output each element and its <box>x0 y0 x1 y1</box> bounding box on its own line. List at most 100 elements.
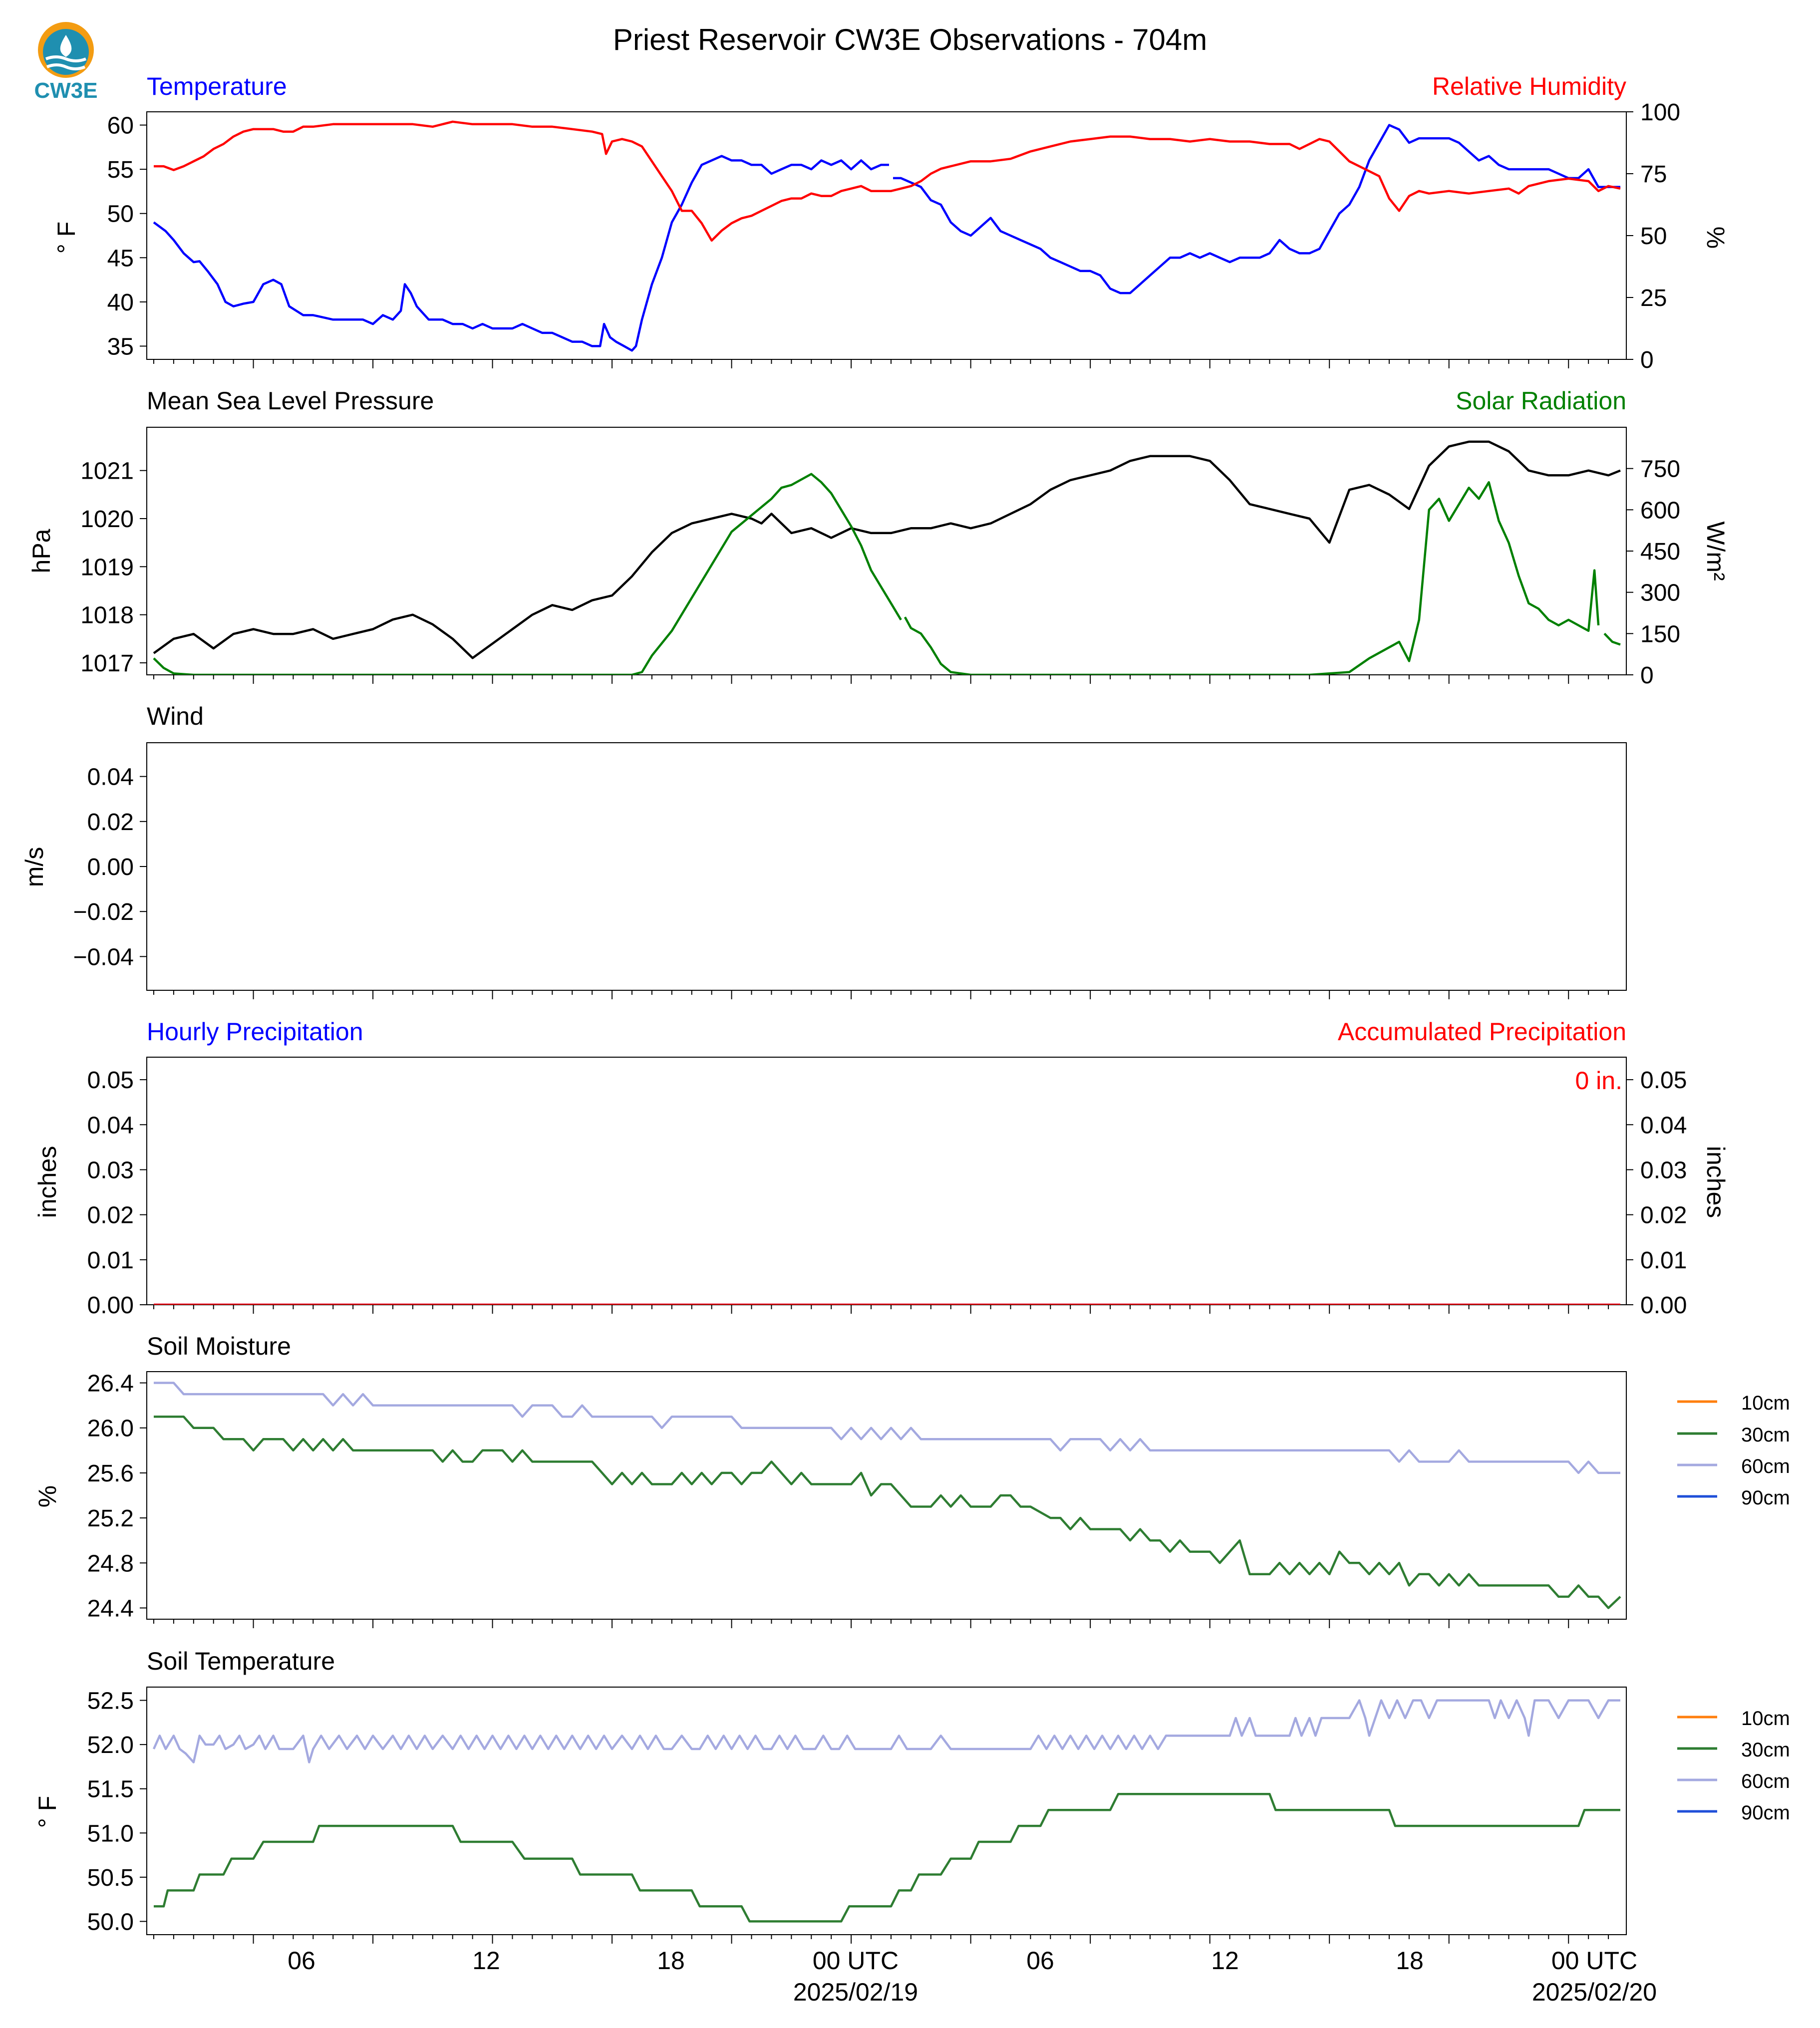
y-tick-label: 0.05 <box>87 1067 134 1094</box>
legend-label-30cm: 30cm <box>1741 1739 1790 1761</box>
legend-label-90cm: 90cm <box>1741 1487 1790 1509</box>
pressure-ylabel: hPa <box>27 529 55 573</box>
precip-right-ylabel: inches <box>1702 1146 1730 1218</box>
x-tick-label: 00 UTC <box>1551 1947 1637 1975</box>
y-tick-label: 0.00 <box>87 1292 134 1319</box>
y-tick-label: 40 <box>107 290 134 316</box>
legend-label-30cm: 30cm <box>1741 1424 1790 1446</box>
y-tick-label: 600 <box>1640 497 1680 524</box>
y-tick-label: 0.03 <box>87 1157 134 1183</box>
solar-panel-title: Solar Radiation <box>1456 387 1626 415</box>
y-tick-label: 450 <box>1640 539 1680 565</box>
series-line-mean-sea-level-pressure <box>153 440 1621 659</box>
soil-moisture-legend: 10cm 30cm 60cm 90cm <box>1677 1392 1790 1509</box>
cw3e-logo: CW3E <box>34 22 98 103</box>
wind-ylabel: m/s <box>20 847 48 887</box>
wind-panel: −0.04 −0.02 0.00 0.02 0.04 <box>73 742 1627 999</box>
y-tick-label: 52.0 <box>87 1732 134 1758</box>
soil-temperature-panel-title: Soil Temperature <box>147 1647 335 1675</box>
accum-precip-annotation: 0 in. <box>1575 1067 1622 1095</box>
y-tick-label: 1020 <box>80 506 134 533</box>
precip-left-ylabel: inches <box>33 1146 61 1218</box>
series-line-solar-radiation <box>153 473 1621 675</box>
y-tick-label: 25.6 <box>87 1460 134 1487</box>
x-tick-label: 18 <box>657 1947 685 1975</box>
y-tick-label: 0.05 <box>1640 1067 1687 1094</box>
x-tick-label: 00 UTC <box>813 1947 899 1975</box>
series-line-60cm <box>152 1699 1620 1763</box>
y-tick-label: 50 <box>1640 223 1667 250</box>
soil-temperature-ylabel: ° F <box>33 1796 61 1828</box>
pressure-panel: 1017 1018 1019 1020 1021 0 150 300 450 600 750 <box>80 427 1680 689</box>
series-line-30cm <box>154 1415 1621 1609</box>
y-tick-label: 0.02 <box>87 809 134 836</box>
humidity-panel-title: Relative Humidity <box>1432 72 1626 100</box>
plot-frame <box>146 1057 1627 1305</box>
legend-label-60cm: 60cm <box>1741 1455 1790 1477</box>
y-tick-label: 0.04 <box>87 764 134 791</box>
y-tick-label: 50.0 <box>87 1909 134 1935</box>
soil-moisture-panel-title: Soil Moisture <box>147 1332 291 1360</box>
legend-label-90cm: 90cm <box>1741 1802 1790 1824</box>
logo-text: CW3E <box>34 78 97 103</box>
y-tick-label: 75 <box>1640 161 1667 188</box>
y-tick-label: 0.02 <box>87 1202 134 1229</box>
x-tick-label: 12 <box>472 1947 500 1975</box>
y-tick-label: 0.03 <box>1640 1157 1687 1183</box>
plot-frame <box>146 1371 1627 1620</box>
soil-moisture-ylabel: % <box>33 1485 61 1507</box>
y-tick-label: 0.04 <box>87 1112 134 1139</box>
y-tick-label: 0.00 <box>1640 1292 1687 1319</box>
y-tick-label: 24.4 <box>87 1595 134 1622</box>
y-tick-label: 0 <box>1640 347 1654 373</box>
y-tick-label: 100 <box>1640 99 1680 126</box>
plot-frame <box>146 1687 1627 1935</box>
y-tick-label: 52.5 <box>87 1688 134 1715</box>
y-tick-label: 1019 <box>80 554 134 580</box>
chart-plots: 3540455055600255075100101710181019102010… <box>73 99 1687 1944</box>
y-tick-label: 51.0 <box>87 1820 134 1847</box>
y-tick-label: 55 <box>107 157 134 183</box>
temperature-panel-title: Temperature <box>147 72 287 100</box>
drop-icon <box>60 35 72 57</box>
pressure-panel-title: Mean Sea Level Pressure <box>147 387 434 415</box>
y-tick-label: 50.5 <box>87 1865 134 1891</box>
series-line-relative-humidity <box>154 120 1621 242</box>
y-tick-label: 45 <box>107 245 134 272</box>
x-tick-label: 18 <box>1396 1947 1424 1975</box>
y-tick-label: 26.0 <box>87 1416 134 1442</box>
plot-frame <box>146 427 1627 675</box>
y-tick-label: 25.2 <box>87 1505 134 1532</box>
y-tick-label: 25 <box>1640 285 1667 311</box>
legend-label-10cm: 10cm <box>1741 1708 1790 1730</box>
y-tick-label: 0.01 <box>1640 1247 1687 1274</box>
y-tick-label: 0.01 <box>87 1247 134 1274</box>
legend-label-10cm: 10cm <box>1741 1392 1790 1414</box>
series-line-temperature <box>153 124 1620 352</box>
y-tick-label: 750 <box>1640 456 1680 483</box>
wave-icon <box>45 55 87 62</box>
x-date-label: 2025/02/20 <box>1532 1978 1657 2006</box>
wave-icon <box>46 63 86 70</box>
series-line-30cm <box>154 1793 1620 1923</box>
y-tick-label: 51.5 <box>87 1776 134 1803</box>
accum-precip-panel-title: Accumulated Precipitation <box>1338 1018 1626 1046</box>
y-tick-label: 24.8 <box>87 1550 134 1577</box>
y-tick-label: 60 <box>107 113 134 139</box>
y-tick-label: −0.02 <box>73 899 134 925</box>
soil_moisture-panel: 24.4 24.8 25.2 25.6 26.0 26.4 <box>87 1371 1627 1628</box>
x-tick-label: 06 <box>288 1947 315 1975</box>
y-tick-label: 0 <box>1640 662 1654 689</box>
y-tick-label: 150 <box>1640 621 1680 647</box>
humidity-ylabel: % <box>1702 227 1730 249</box>
x-tick-label: 12 <box>1211 1947 1239 1975</box>
y-tick-label: 0.02 <box>1640 1202 1687 1229</box>
temp-panel: 35 40 45 50 55 60 0 25 50 75 100 <box>107 99 1680 373</box>
y-tick-label: 35 <box>107 333 134 360</box>
precip-panel: 0.00 0.01 0.02 0.03 0.04 0.05 0.00 0.01 0.02 0.03… <box>87 1057 1687 1319</box>
solar-ylabel: W/m² <box>1702 521 1730 580</box>
figure-title: Priest Reservoir CW3E Observations - 704… <box>613 23 1207 56</box>
y-tick-label: 1017 <box>80 650 134 677</box>
y-tick-label: 50 <box>107 201 134 228</box>
